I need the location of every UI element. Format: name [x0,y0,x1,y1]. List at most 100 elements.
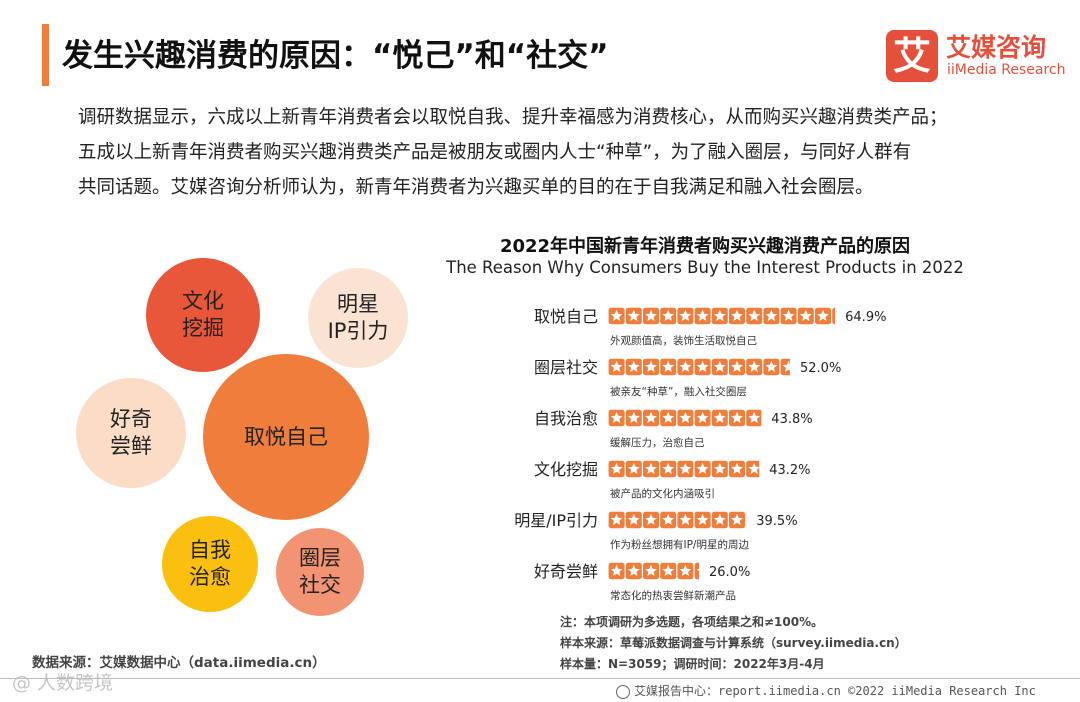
star-icon [662,360,675,373]
star-icon [679,462,692,475]
star-icon [713,360,726,373]
bubble-please-self: 取悦自己 [203,354,369,520]
star-icon [645,309,657,322]
star-icon [748,462,760,475]
reason-description: 被亲友“种草”，融入社交圈层 [610,385,747,398]
star-icon [662,462,675,475]
watermark: @ 人数跨境 [12,672,114,694]
iimedia-logo: 艾 艾媒咨询 iiMedia Research [886,28,1066,86]
star-icon [610,564,623,577]
bar-5 [608,511,747,529]
bar-1 [608,307,836,325]
bar-4 [608,460,760,478]
reason-description: 作为粉丝想拥有IP/明星的周边 [610,538,749,551]
star-icon [782,309,795,322]
star-icon [713,411,726,424]
data-source: 数据来源：艾媒数据中心（data.iimedia.cn） [32,655,326,671]
star-icon [782,360,790,373]
star-icon [696,309,709,322]
value-label: 52.0% [800,361,841,376]
category-label: 明星/IP引力 [514,511,598,530]
footer-divider [0,678,1080,679]
star-icon [627,309,640,322]
star-icon [627,564,640,577]
star-icon [610,309,623,322]
star-icon [765,309,778,322]
star-icon [748,360,761,373]
chart-title: 2022年中国新青年消费者购买兴趣消费产品的原因 [499,236,911,257]
logo-mark: 艾 [886,30,938,82]
value-label: 64.9% [845,310,886,325]
star-icon [713,513,726,526]
value-label: 26.0% [709,565,750,580]
logo-name-en: iiMedia Research [947,62,1066,78]
star-icon [731,462,743,475]
reason-description: 常态化的热衷尝鲜新潮产品 [610,589,736,602]
star-icon [731,360,743,373]
value-label: 39.5% [756,514,797,529]
star-icon [627,360,640,373]
star-icon [696,513,709,526]
star-icon [645,564,657,577]
star-tile [832,307,836,325]
category-label: 取悦自己 [534,307,598,326]
category-label: 好奇尝鲜 [534,562,598,581]
intro-line: 五成以上新青年消费者购买兴趣消费类产品是被朋友或圈内人士“种草”，为了融入圈层，… [78,142,912,163]
star-icon [627,462,640,475]
category-label: 文化挖掘 [534,460,598,479]
reason-bubble-cluster: 文化 挖掘 明星 IP引力 好奇 尝鲜 取悦自己 自我 治愈 圈层 社交 [0,230,430,630]
star-icon [748,411,761,424]
star-icon [799,309,812,322]
value-label: 43.2% [769,463,810,478]
bubble-celebrity-ip: 明星 IP引力 [308,268,408,368]
bubble-self-heal: 自我 治愈 [162,516,258,612]
star-icon [731,513,743,526]
star-icon [817,309,829,322]
star-icon [713,309,726,322]
star-icon [610,513,623,526]
star-icon [662,513,675,526]
star-icon [731,309,743,322]
star-icon [627,513,640,526]
footer-text: 艾媒报告中心：report.iimedia.cn ©2022 iiMedia R… [634,684,1036,698]
intro-line: 共同话题。艾媒咨询分析师认为，新青年消费者为兴趣买单的目的在于自我满足和融入社会… [78,177,874,198]
star-icon [662,411,675,424]
bubble-curiosity: 好奇 尝鲜 [76,378,186,488]
star-tile [694,562,699,580]
star-icon [834,314,836,315]
star-icon [765,360,778,373]
star-icon [610,411,623,424]
bubble-culture: 文化 挖掘 [146,258,260,372]
bar-3 [608,409,762,427]
star-icon [679,513,692,526]
star-icon [610,360,623,373]
star-icon [731,411,743,424]
value-label: 43.8% [771,412,812,427]
star-icon [696,568,699,577]
star-icon [627,411,640,424]
star-icon [696,462,709,475]
reason-description: 缓解压力，治愈自己 [610,436,705,449]
intro-line: 调研数据显示，六成以上新青年消费者会以取悦自我、提升幸福感为消费核心，从而购买兴… [78,107,948,128]
star-icon [696,411,709,424]
star-icon [610,462,623,475]
sample-source-note: 样本来源：草莓派数据调查与计算系统（survey.iimedia.cn） [560,636,907,650]
category-label: 圈层社交 [534,358,598,377]
bubble-circle-social: 圈层 社交 [276,528,364,616]
reason-description: 被产品的文化内涵吸引 [610,487,715,500]
chart-notes: 注：本项调研为多选题，各项结果之和≠100%。 样本来源：草莓派数据调查与计算系… [560,612,1066,675]
footer: 艾媒报告中心：report.iimedia.cn ©2022 iiMedia R… [616,682,1036,699]
report-center-icon [616,684,630,699]
star-icon [662,309,675,322]
star-icon [645,462,657,475]
page-title: 发生兴趣消费的原因：“悦己”和“社交” [62,38,609,74]
bar-2 [608,358,790,376]
intro-paragraph: 调研数据显示，六成以上新青年消费者会以取悦自我、提升幸福感为消费核心，从而购买兴… [78,100,1038,205]
star-icon [679,564,692,577]
sample-size-note: 样本量：N=3059；调研时间：2022年3月-4月 [560,657,825,671]
star-icon [679,360,692,373]
chart-subtitle: The Reason Why Consumers Buy the Interes… [446,258,964,277]
star-icon [748,309,761,322]
star-icon [645,513,657,526]
